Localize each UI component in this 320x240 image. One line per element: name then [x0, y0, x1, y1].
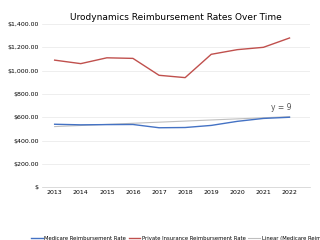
- Linear (Medicare Reim: [288, 115, 292, 118]
- Line: Linear (Medicare Reim: Linear (Medicare Reim: [55, 117, 290, 126]
- Private Insurance Reimbursement Rate: [261, 46, 265, 49]
- Private Insurance Reimbursement Rate: [131, 57, 135, 60]
- Medicare Reimbursement Rate: [131, 123, 135, 126]
- Medicare Reimbursement Rate: [157, 126, 161, 129]
- Medicare Reimbursement Rate: [53, 123, 57, 126]
- Linear (Medicare Reim: [79, 124, 83, 127]
- Private Insurance Reimbursement Rate: [209, 53, 213, 56]
- Line: Medicare Reimbursement Rate: Medicare Reimbursement Rate: [55, 117, 290, 128]
- Linear (Medicare Reim: [105, 123, 109, 126]
- Medicare Reimbursement Rate: [183, 126, 187, 129]
- Private Insurance Reimbursement Rate: [183, 76, 187, 79]
- Legend: Medicare Reimbursement Rate, Private Insurance Reimbursement Rate, Linear (Medic: Medicare Reimbursement Rate, Private Ins…: [31, 235, 320, 240]
- Private Insurance Reimbursement Rate: [288, 36, 292, 39]
- Private Insurance Reimbursement Rate: [105, 56, 109, 59]
- Linear (Medicare Reim: [209, 119, 213, 121]
- Medicare Reimbursement Rate: [79, 123, 83, 126]
- Private Insurance Reimbursement Rate: [53, 59, 57, 62]
- Medicare Reimbursement Rate: [236, 120, 239, 123]
- Linear (Medicare Reim: [261, 116, 265, 119]
- Private Insurance Reimbursement Rate: [79, 62, 83, 65]
- Line: Private Insurance Reimbursement Rate: Private Insurance Reimbursement Rate: [55, 38, 290, 78]
- Title: Urodynamics Reimbursement Rates Over Time: Urodynamics Reimbursement Rates Over Tim…: [70, 13, 282, 22]
- Text: y = 9: y = 9: [271, 103, 292, 112]
- Medicare Reimbursement Rate: [261, 117, 265, 120]
- Linear (Medicare Reim: [53, 125, 57, 128]
- Linear (Medicare Reim: [236, 117, 239, 120]
- Linear (Medicare Reim: [183, 120, 187, 122]
- Private Insurance Reimbursement Rate: [236, 48, 239, 51]
- Medicare Reimbursement Rate: [105, 123, 109, 126]
- Linear (Medicare Reim: [157, 121, 161, 124]
- Medicare Reimbursement Rate: [209, 124, 213, 127]
- Private Insurance Reimbursement Rate: [157, 74, 161, 77]
- Linear (Medicare Reim: [131, 122, 135, 125]
- Medicare Reimbursement Rate: [288, 116, 292, 119]
